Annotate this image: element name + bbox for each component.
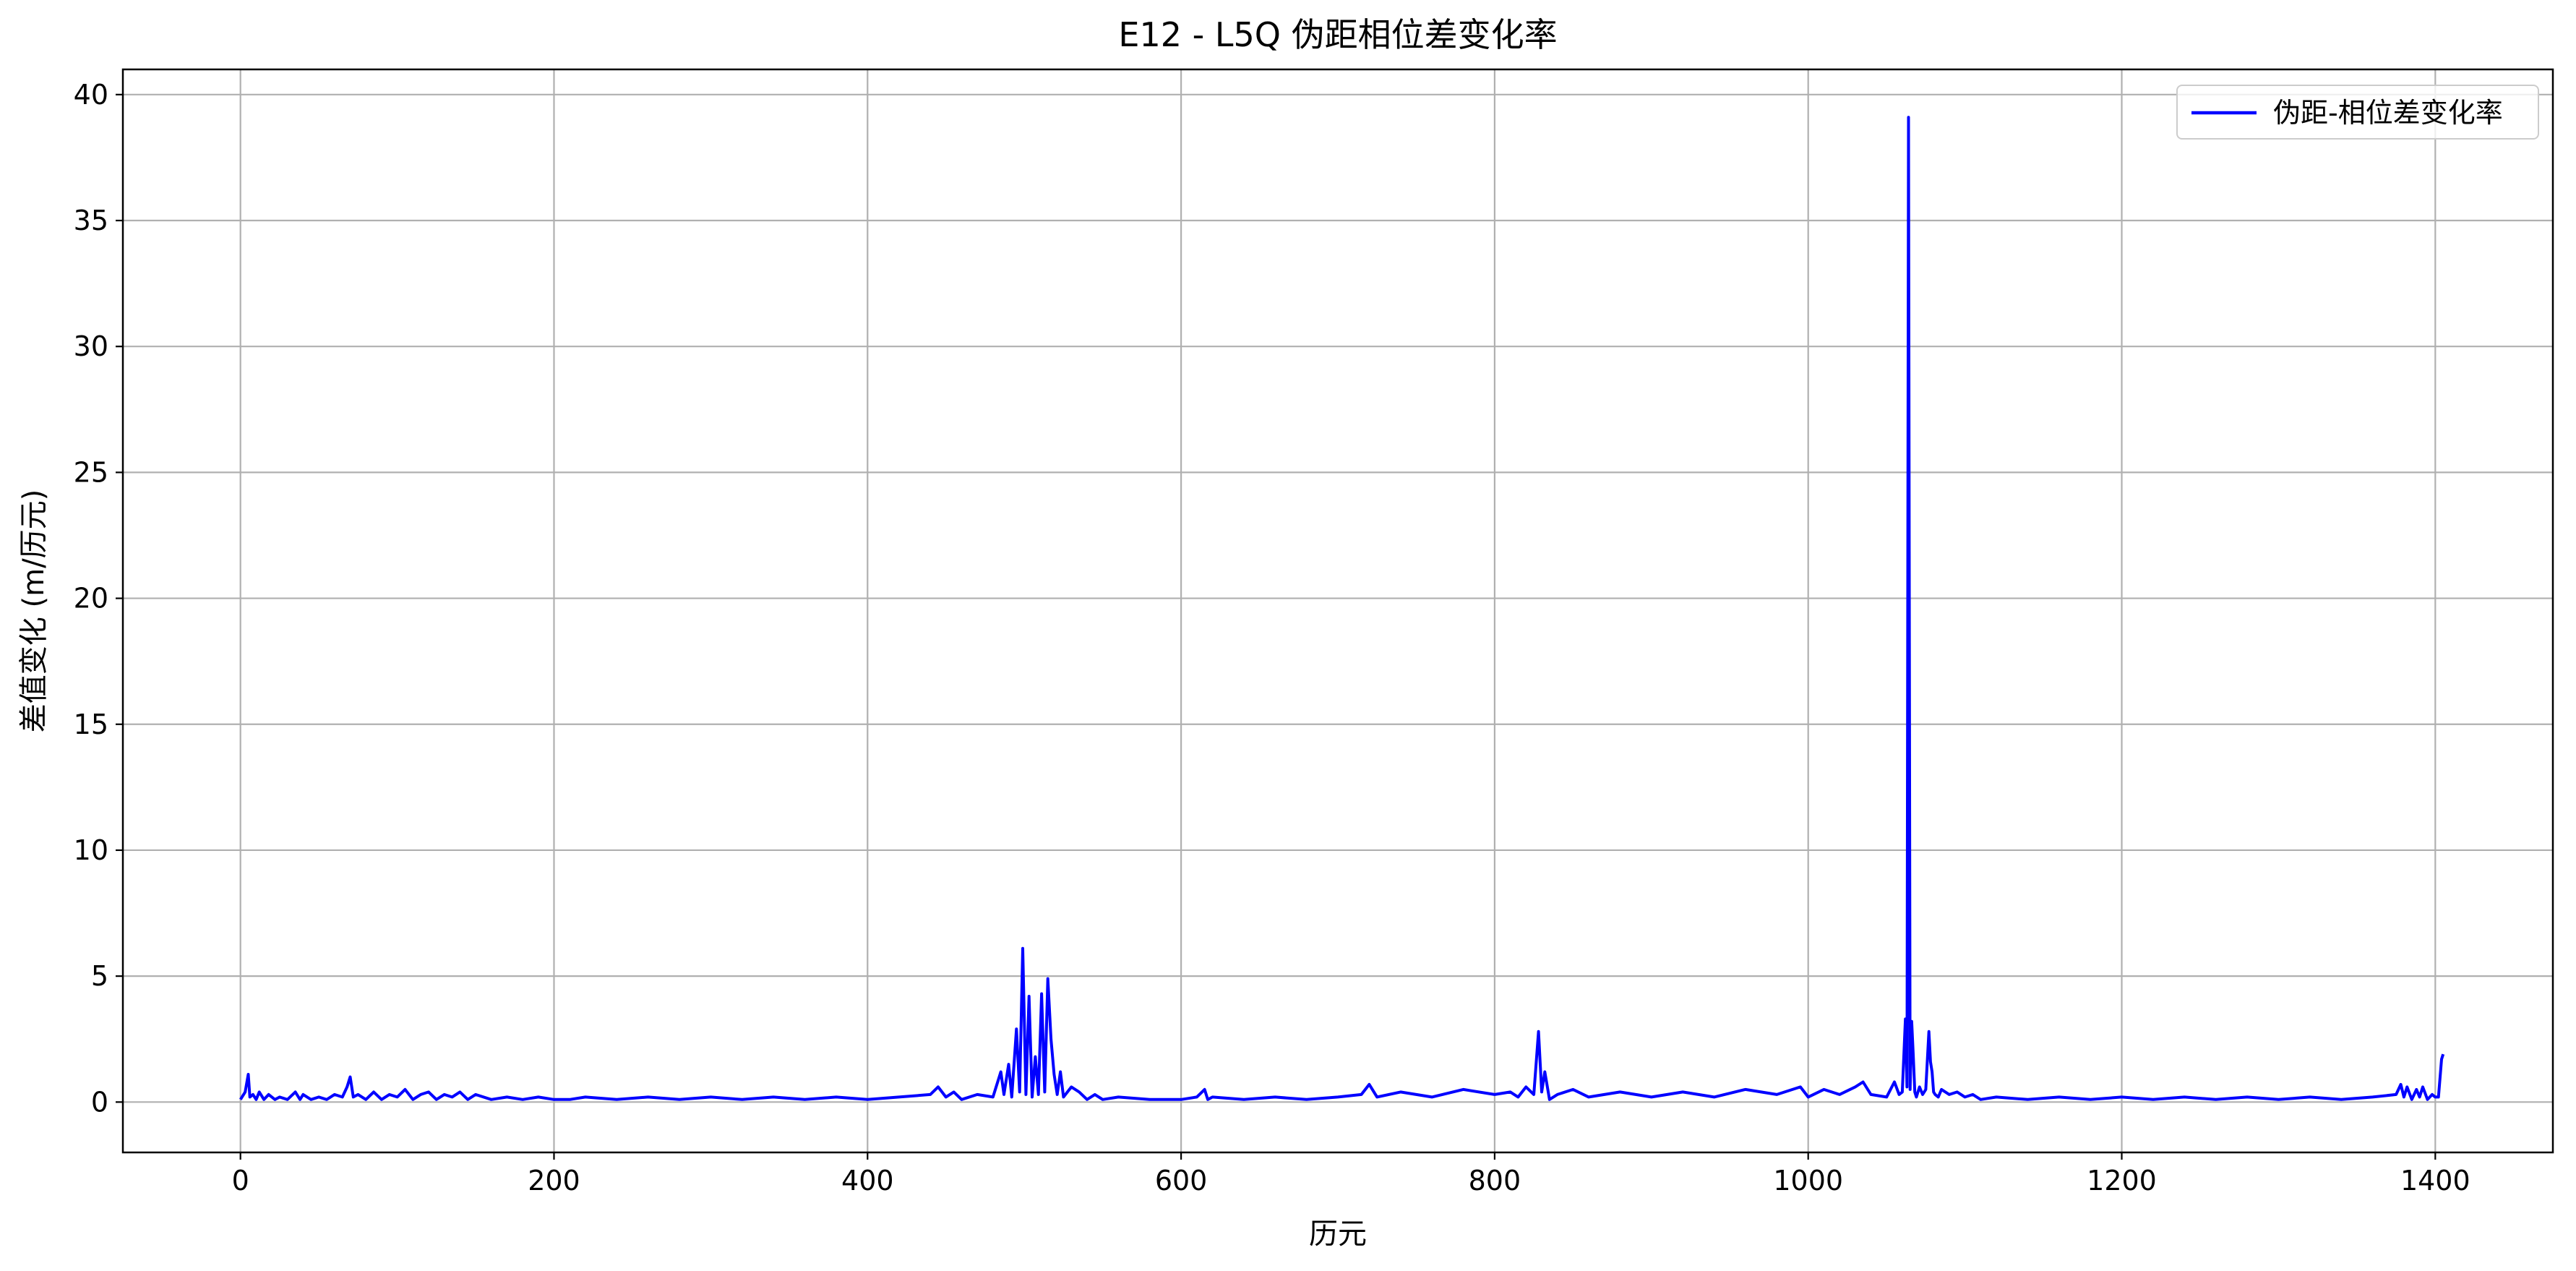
y-tick-label: 0: [91, 1086, 108, 1118]
x-tick-label: 1000: [1773, 1165, 1843, 1197]
y-tick-label: 25: [74, 456, 108, 488]
grid: [123, 69, 2553, 1152]
chart-title: E12 - L5Q 伪距相位差变化率: [1118, 15, 1557, 54]
axis-ticks: 0 200 400 600 800 1000 1200 1400 0 5 10 15 20 25 30 35 4…: [74, 79, 2470, 1197]
y-tick-label: 30: [74, 330, 108, 362]
y-tick-label: 10: [74, 834, 108, 866]
y-tick-label: 40: [74, 79, 108, 111]
plot-area-frame: [121, 68, 2554, 1154]
x-tick-label: 200: [528, 1165, 580, 1197]
series-line: [239, 116, 2445, 1101]
legend-box: [2176, 85, 2539, 140]
legend: 伪距-相位差变化率: [2176, 85, 2539, 140]
x-tick-label: 1400: [2400, 1165, 2470, 1197]
y-tick-label: 15: [74, 709, 108, 740]
y-axis-label: 差值变化 (m/历元): [17, 489, 51, 732]
plot-lines: [239, 116, 2445, 1101]
x-tick-label: 800: [1469, 1165, 1521, 1197]
y-tick-label: 5: [91, 960, 108, 992]
x-axis-label: 历元: [1309, 1217, 1367, 1251]
x-tick-label: 0: [232, 1165, 249, 1197]
x-tick-label: 600: [1155, 1165, 1208, 1197]
legend-label: 伪距-相位差变化率: [2273, 97, 2503, 129]
y-tick-label: 35: [74, 205, 108, 236]
x-tick-label: 1200: [2087, 1165, 2157, 1197]
x-tick-label: 400: [841, 1165, 894, 1197]
y-tick-label: 20: [74, 583, 108, 615]
